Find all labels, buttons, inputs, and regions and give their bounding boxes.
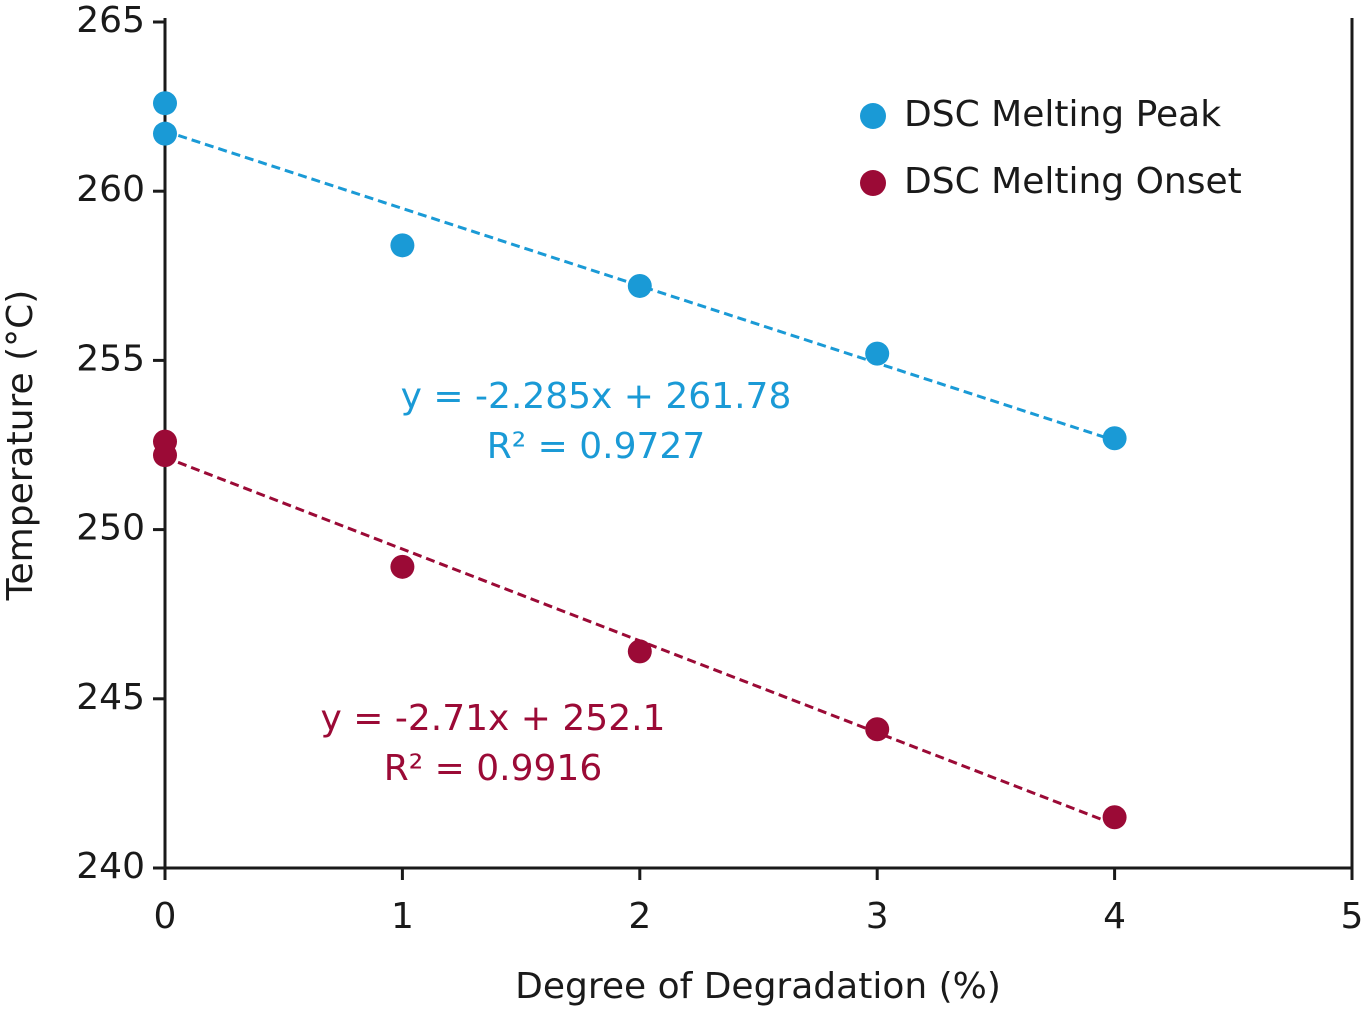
y-tick-label: 260: [76, 169, 145, 210]
y-tick-label: 250: [76, 508, 145, 549]
x-tick-label: 2: [628, 896, 651, 937]
point: [1102, 805, 1127, 830]
trendline-label: y = -2.285x + 261.78: [401, 376, 792, 417]
x-tick-label: 5: [1341, 896, 1364, 937]
legend-marker: [860, 170, 886, 196]
y-tick-label: 240: [76, 846, 145, 887]
y-tick-label: 255: [76, 338, 145, 379]
y-axis-label: Temperature (°C): [0, 290, 41, 602]
trendline: [164, 129, 1116, 442]
x-tick-label: 3: [866, 896, 889, 937]
point: [390, 554, 415, 579]
x-axis-label: Degree of Degradation (%): [515, 966, 1001, 1007]
point: [153, 121, 177, 146]
x-tick-label: 4: [1103, 896, 1126, 937]
y-tick-label: 265: [76, 0, 145, 41]
point: [865, 341, 890, 366]
trendline-label: y = -2.71x + 252.1: [321, 698, 666, 739]
y-tick-label: 245: [76, 677, 145, 718]
point: [627, 273, 652, 298]
legend-marker: [860, 103, 886, 129]
x-tick-label: 0: [154, 896, 177, 937]
trendline-label: R² = 0.9916: [384, 748, 602, 789]
point: [153, 91, 177, 116]
legend-label: DSC Melting Peak: [904, 94, 1221, 135]
point: [865, 717, 890, 742]
point: [390, 233, 415, 258]
point: [627, 639, 652, 664]
x-tick-label: 1: [391, 896, 414, 937]
trendline-label: R² = 0.9727: [487, 426, 705, 467]
legend-label: DSC Melting Onset: [904, 161, 1242, 202]
point: [1102, 426, 1127, 451]
point: [153, 443, 177, 468]
